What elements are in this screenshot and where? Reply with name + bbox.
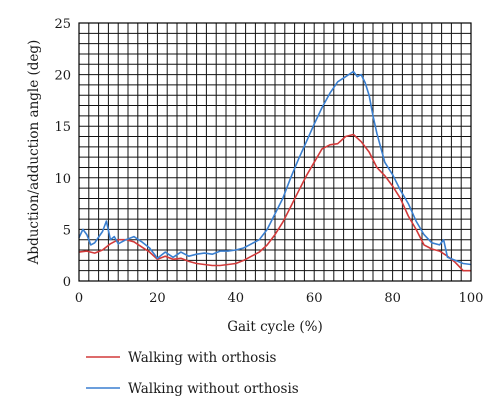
y-axis-title: Abduction/adduction angle (deg): [26, 40, 42, 266]
y-tick-label: 10: [54, 172, 71, 187]
legend-label-2: Walking without orthosis: [128, 381, 299, 397]
x-tick-labels: 0 20 40 60 80 100: [75, 291, 484, 306]
x-tick-label: 0: [75, 291, 83, 306]
y-tick-label: 25: [54, 17, 71, 32]
legend: Walking with orthosis Walking without ort…: [86, 350, 299, 397]
x-tick-label: 40: [228, 291, 245, 306]
legend-label-1: Walking with orthosis: [128, 350, 277, 366]
plot-frame: [78, 22, 472, 282]
y-tick-label: 5: [63, 223, 71, 238]
x-tick-label: 60: [306, 291, 323, 306]
series-line-1: [78, 133, 471, 272]
series-layer: [78, 70, 472, 272]
y-tick-label: 20: [54, 69, 71, 84]
series-line-2: [78, 70, 472, 266]
x-axis-title: Gait cycle (%): [227, 319, 323, 335]
x-tick-label: 80: [384, 291, 401, 306]
grid: [78, 22, 472, 282]
y-tick-label: 15: [54, 120, 71, 135]
x-tick-label: 100: [459, 291, 484, 306]
y-tick-labels: 0 5 10 15 20 25: [54, 17, 71, 290]
x-tick-label: 20: [149, 291, 166, 306]
y-tick-label: 0: [63, 275, 71, 290]
